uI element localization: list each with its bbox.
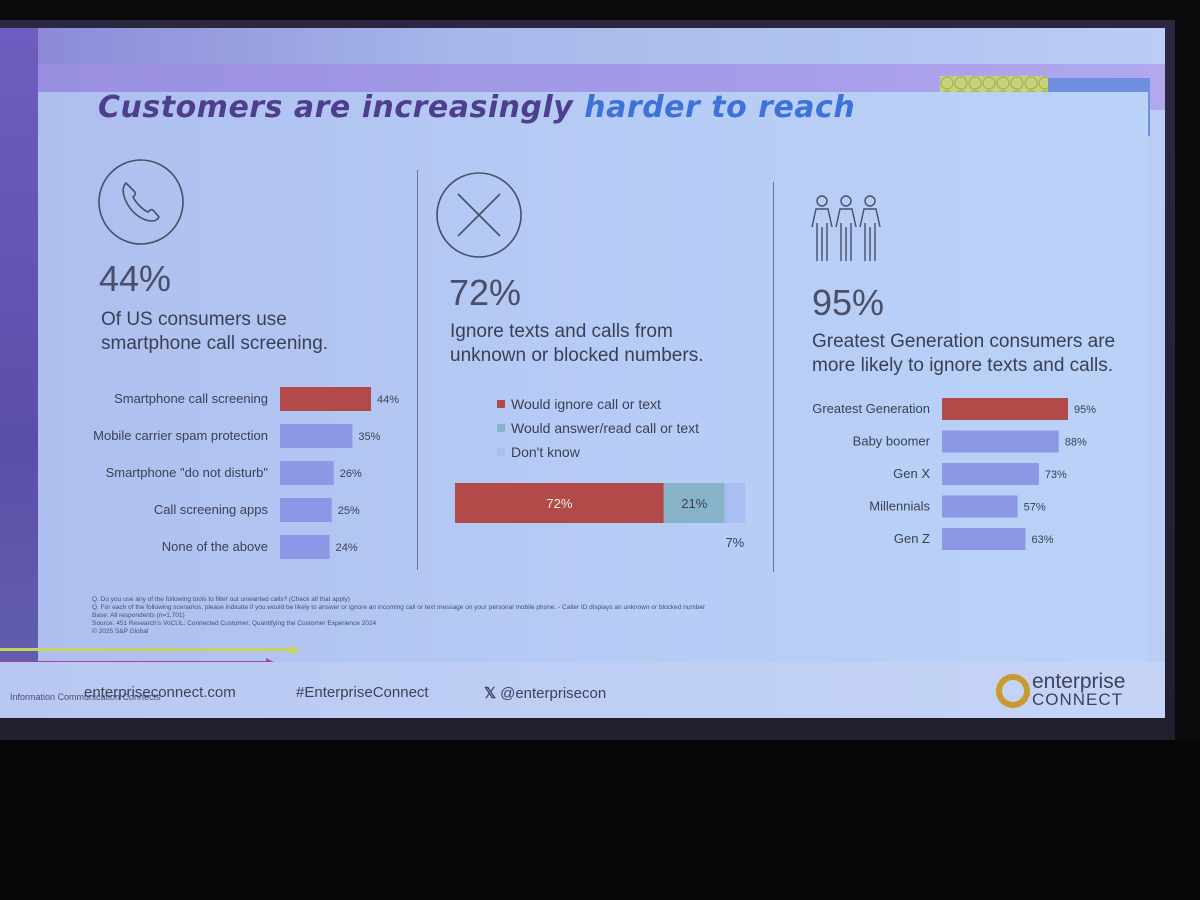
bar-value-label: 57% [1024, 502, 1046, 514]
legend-swatch-red [497, 400, 505, 408]
x-circle-icon [436, 172, 522, 258]
bar-value-label: 63% [1032, 534, 1054, 546]
bar-value-label: 24% [336, 542, 358, 554]
stacked-bar-label: 7% [725, 535, 744, 550]
column-divider-right [773, 182, 774, 572]
stacked-bar-label: 21% [681, 496, 707, 511]
bar [942, 430, 1059, 453]
phone-icon [98, 159, 184, 245]
slide-footer [0, 662, 1165, 718]
stacked-bar-segment [663, 483, 725, 523]
footnote-line: Q. For each of the following scenarios, … [92, 604, 706, 611]
bar [280, 535, 330, 559]
footer-website: enterpriseconnect.com [84, 684, 236, 701]
legend-label: Don't know [511, 444, 580, 460]
bar [280, 498, 332, 522]
x-handle-text: @enterprisecon [500, 685, 607, 702]
footnote-line: © 2025 S&P Global [92, 628, 149, 635]
enterprise-connect-logo-icon [996, 674, 1030, 708]
bar-value-label: 73% [1045, 469, 1067, 481]
desc-call-screening: Of US consumers use smartphone call scre… [101, 308, 328, 356]
presentation-slide [0, 28, 1165, 718]
stat-ignore-unknown: 72% [449, 272, 522, 313]
bar [942, 463, 1039, 485]
auditorium-dark-area [0, 740, 1200, 900]
stacked-bar-segment [455, 483, 664, 523]
bar [280, 461, 334, 485]
bar-category-label: Gen Z [894, 531, 930, 546]
title-part-2: harder to reach [584, 90, 856, 125]
logo-text-bottom: CONNECT [1032, 690, 1124, 709]
ignore-answer-stacked-chart: 72% 21% 7% [455, 483, 745, 550]
legend-swatch-lightblue [497, 448, 505, 456]
bar [942, 398, 1068, 420]
bar-value-label: 35% [358, 431, 380, 443]
bar-value-label: 25% [338, 505, 360, 517]
bar-value-label: 44% [377, 394, 399, 406]
bar-category-label: Baby boomer [853, 434, 931, 449]
bar-value-label: 26% [340, 468, 362, 480]
bar-category-label: Millennials [869, 499, 930, 514]
bar-value-label: 95% [1074, 404, 1096, 416]
footer-x-handle: 𝕏 @enterprisecon [484, 684, 606, 702]
yellow-arrow-head [290, 645, 300, 655]
slide-content-area [38, 92, 1148, 682]
desc-line-1: Of US consumers use [101, 309, 287, 330]
bar-category-label: Smartphone "do not disturb" [106, 465, 269, 480]
column-divider-left [417, 170, 418, 570]
bar [942, 495, 1018, 518]
footnote-line: Q. Do you use any of the following tools… [92, 596, 350, 603]
desc-line-1: Greatest Generation consumers are [812, 331, 1116, 352]
stacked-chart-legend: Would ignore call or text Would answer/r… [497, 392, 699, 464]
x-logo-icon: 𝕏 [484, 685, 497, 702]
logo-text-top: enterprise [1032, 670, 1126, 693]
desc-greatest-generation: Greatest Generation consumers are more l… [812, 330, 1115, 378]
footnote-line: Base: All respondents (n=1,701) [92, 612, 185, 619]
legend-swatch-teal [497, 424, 505, 432]
bar-category-label: Call screening apps [154, 502, 269, 517]
title-part-1: Customers are increasingly [98, 90, 574, 125]
left-decor-strip [0, 28, 38, 718]
bar [280, 424, 353, 448]
bar-value-label: 88% [1065, 437, 1087, 449]
bar-category-label: Mobile carrier spam protection [93, 428, 268, 443]
legend-item-answer: Would answer/read call or text [497, 416, 699, 440]
slide-title: Customers are increasingly harder to rea… [98, 90, 855, 125]
stat-greatest-generation: 95% [812, 282, 885, 323]
stat-call-screening: 44% [99, 258, 172, 299]
footnote-line: Source: 451 Research's VoCUL: Connected … [92, 620, 377, 627]
bar-category-label: Gen X [893, 466, 930, 481]
yellow-arrow-decor [0, 648, 292, 651]
generation-ignore-chart: Greatest Generation 95% Baby boomer 88% Gen … [812, 398, 1096, 550]
legend-label: Would answer/read call or text [511, 420, 700, 436]
stacked-bar-label: 72% [546, 496, 572, 511]
bar [280, 387, 371, 411]
legend-item-ignore: Would ignore call or text [497, 392, 699, 416]
bar-category-label: Greatest Generation [812, 401, 930, 416]
stacked-bar-segment [724, 483, 745, 523]
footer-tagline: Information Communication Connects [10, 692, 161, 702]
footer-hashtag: #EnterpriseConnect [296, 684, 429, 701]
legend-item-dont-know: Don't know [497, 440, 699, 464]
desc-line-1: Ignore texts and calls from [450, 321, 673, 342]
bar-category-label: Smartphone call screening [114, 391, 268, 406]
bar-category-label: None of the above [162, 539, 268, 554]
desc-line-2: smartphone call screening. [101, 333, 329, 354]
footnotes: Q. Do you use any of the following tools… [92, 596, 832, 636]
legend-label: Would ignore call or text [511, 396, 661, 412]
desc-line-2: more likely to ignore texts and calls. [812, 355, 1113, 376]
bar [942, 528, 1026, 550]
call-filter-tools-chart: Smartphone call screening 44% Mobile carri… [93, 387, 399, 559]
desc-ignore-unknown: Ignore texts and calls from unknown or b… [450, 320, 703, 368]
desc-line-2: unknown or blocked numbers. [450, 345, 704, 366]
people-group-icon [811, 195, 881, 261]
